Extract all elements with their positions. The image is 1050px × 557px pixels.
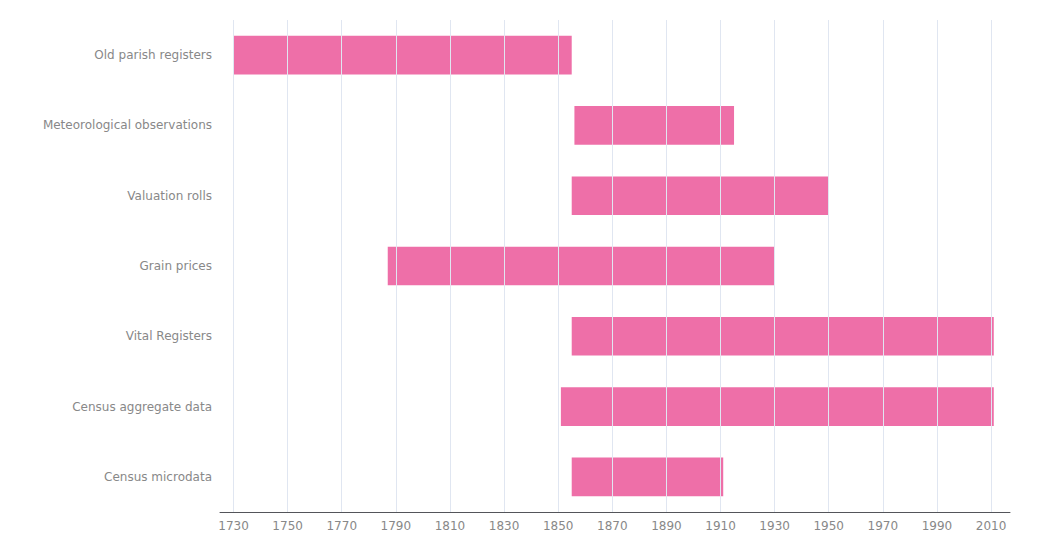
svg-text:Grain prices: Grain prices [140,259,212,273]
svg-text:1810: 1810 [435,519,466,533]
svg-text:2010: 2010 [976,519,1007,533]
svg-text:1850: 1850 [543,519,574,533]
svg-text:Census microdata: Census microdata [104,470,212,484]
svg-text:1770: 1770 [326,519,357,533]
svg-text:Meteorological observations: Meteorological observations [43,118,212,132]
svg-text:Old parish registers: Old parish registers [94,48,212,62]
svg-text:1790: 1790 [381,519,412,533]
svg-text:Census aggregate data: Census aggregate data [72,400,212,414]
svg-text:1990: 1990 [922,519,953,533]
svg-text:Vital Registers: Vital Registers [126,329,212,343]
svg-text:Valuation rolls: Valuation rolls [127,189,212,203]
svg-text:1930: 1930 [759,519,790,533]
svg-text:1950: 1950 [813,519,844,533]
svg-text:1910: 1910 [705,519,736,533]
svg-text:1830: 1830 [489,519,520,533]
svg-text:1970: 1970 [868,519,899,533]
svg-text:1750: 1750 [272,519,303,533]
svg-text:1870: 1870 [597,519,628,533]
svg-text:1730: 1730 [218,519,249,533]
svg-text:1890: 1890 [651,519,682,533]
